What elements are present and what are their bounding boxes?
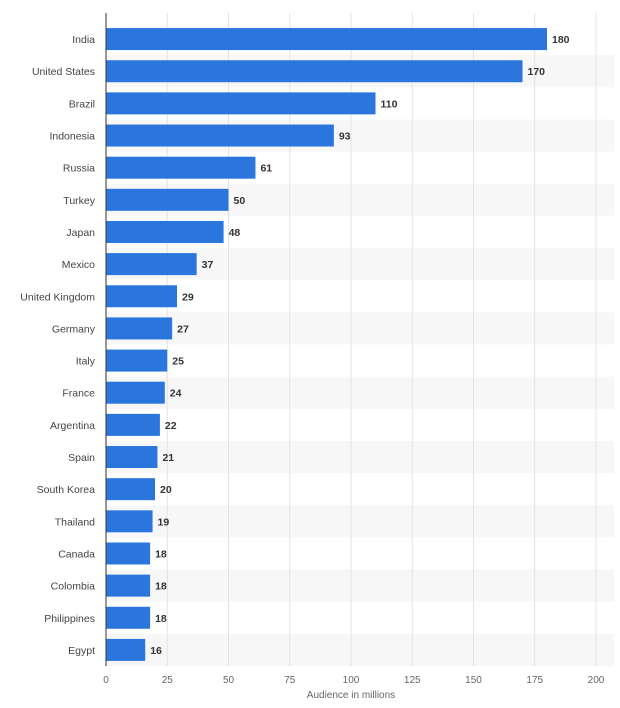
category-label: United Kingdom bbox=[20, 291, 95, 303]
row-stripe bbox=[106, 569, 614, 602]
x-tick-label: 0 bbox=[103, 675, 109, 686]
value-label: 20 bbox=[160, 484, 172, 496]
bar[interactable] bbox=[106, 253, 197, 276]
category-label: Mexico bbox=[62, 259, 95, 271]
x-axis-ticks: 0 25 50 75 100 125 150 175 200 bbox=[103, 675, 605, 686]
bars bbox=[106, 28, 547, 661]
category-label: Turkey bbox=[63, 195, 95, 207]
category-label: Philippines bbox=[44, 613, 95, 625]
bar[interactable] bbox=[106, 510, 153, 533]
value-label: 21 bbox=[162, 452, 174, 464]
value-label: 29 bbox=[182, 291, 194, 303]
bar[interactable] bbox=[106, 124, 334, 147]
value-label: 110 bbox=[381, 98, 398, 110]
value-label: 19 bbox=[158, 516, 170, 528]
value-label: 170 bbox=[528, 66, 546, 78]
value-labels: 180 170 110 93 61 50 48 37 29 27 25 24 22 21 20 19 18 18 1… bbox=[150, 34, 569, 657]
x-tick-label: 75 bbox=[284, 675, 296, 686]
value-label: 27 bbox=[177, 323, 189, 335]
x-tick-label: 125 bbox=[404, 675, 421, 686]
x-tick-label: 175 bbox=[526, 675, 543, 686]
category-labels: India United States Brazil Indonesia Russia T… bbox=[20, 34, 95, 657]
bar[interactable] bbox=[106, 574, 151, 597]
bar[interactable] bbox=[106, 156, 256, 179]
value-label: 18 bbox=[155, 613, 167, 625]
category-label: Spain bbox=[68, 452, 95, 464]
category-label: United States bbox=[32, 66, 95, 78]
x-tick-label: 100 bbox=[343, 675, 360, 686]
bar[interactable] bbox=[106, 606, 151, 629]
bar[interactable] bbox=[106, 413, 160, 436]
bar[interactable] bbox=[106, 381, 165, 404]
category-label: Colombia bbox=[51, 581, 96, 593]
category-label: Egypt bbox=[68, 645, 95, 657]
value-label: 18 bbox=[155, 548, 167, 560]
bar[interactable] bbox=[106, 638, 146, 661]
value-label: 180 bbox=[552, 34, 570, 46]
row-stripe bbox=[106, 633, 614, 666]
bar[interactable] bbox=[106, 285, 178, 308]
bar[interactable] bbox=[106, 92, 376, 115]
bar[interactable] bbox=[106, 317, 173, 340]
value-label: 25 bbox=[172, 356, 184, 368]
value-label: 61 bbox=[260, 163, 272, 175]
value-label: 50 bbox=[234, 195, 246, 207]
x-tick-label: 25 bbox=[162, 675, 174, 686]
bar[interactable] bbox=[106, 542, 151, 565]
bar[interactable] bbox=[106, 349, 168, 372]
value-label: 48 bbox=[229, 227, 241, 239]
x-tick-label: 150 bbox=[465, 675, 482, 686]
category-label: Germany bbox=[52, 323, 96, 335]
category-label: France bbox=[62, 388, 95, 400]
category-label: Russia bbox=[63, 163, 95, 175]
bar[interactable] bbox=[106, 478, 155, 501]
value-label: 37 bbox=[202, 259, 214, 271]
category-label: Brazil bbox=[69, 98, 95, 110]
category-label: Japan bbox=[66, 227, 95, 239]
bar[interactable] bbox=[106, 188, 229, 211]
value-label: 24 bbox=[170, 388, 182, 400]
bar[interactable] bbox=[106, 220, 224, 243]
value-label: 93 bbox=[339, 131, 351, 143]
gridlines bbox=[166, 13, 597, 666]
bar[interactable] bbox=[106, 28, 547, 51]
row-stripe bbox=[106, 440, 614, 474]
category-label: Canada bbox=[58, 548, 95, 560]
bar[interactable] bbox=[106, 60, 523, 83]
category-label: Thailand bbox=[55, 516, 95, 528]
category-label: India bbox=[72, 34, 95, 46]
value-label: 16 bbox=[150, 645, 162, 657]
value-label: 22 bbox=[165, 420, 177, 432]
category-label: Argentina bbox=[50, 420, 95, 432]
category-label: South Korea bbox=[37, 484, 96, 496]
row-stripe bbox=[106, 312, 614, 345]
x-tick-label: 200 bbox=[588, 675, 605, 686]
row-stripe bbox=[106, 376, 614, 409]
category-label: Italy bbox=[76, 356, 96, 368]
bar[interactable] bbox=[106, 446, 158, 469]
category-label: Indonesia bbox=[49, 131, 95, 143]
row-stripes bbox=[106, 55, 614, 666]
row-stripe bbox=[106, 505, 614, 538]
x-axis-title: Audience in millions bbox=[307, 690, 395, 701]
value-label: 18 bbox=[155, 581, 167, 593]
x-tick-label: 50 bbox=[223, 675, 235, 686]
